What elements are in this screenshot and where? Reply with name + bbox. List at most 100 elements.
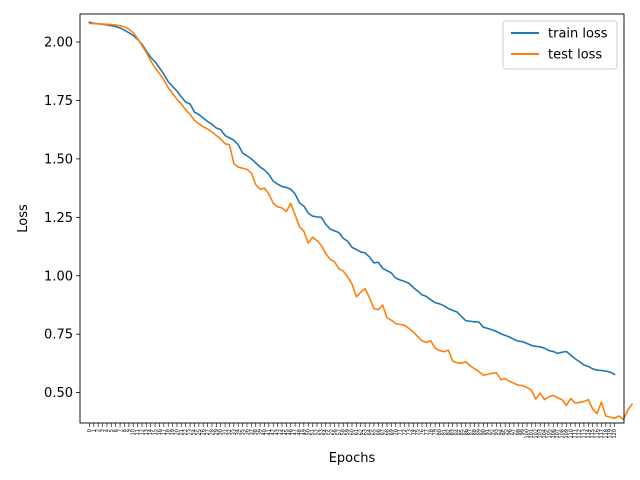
- x-tick-label: 114: [586, 429, 592, 439]
- x-tick-label: 29: [214, 429, 220, 435]
- x-tick-label: 5: [109, 429, 115, 432]
- x-tick-label: 49: [301, 429, 307, 435]
- legend-label: train loss: [548, 27, 608, 42]
- x-tick-label: 35: [240, 429, 246, 435]
- x-tick-label: 83: [450, 429, 456, 435]
- x-tick-label: 95: [503, 429, 509, 435]
- x-axis-ticks: 0123456789101112131415161718192021222324…: [87, 423, 618, 439]
- x-tick-label: 66: [376, 429, 382, 435]
- series-line-train-loss: [88, 21, 616, 376]
- y-tick-label: 1.25: [44, 211, 73, 226]
- x-tick-label: 50: [306, 429, 312, 435]
- x-tick-label: 0: [87, 429, 93, 432]
- x-tick-label: 103: [538, 429, 544, 439]
- y-tick-label: 2.00: [44, 36, 73, 51]
- x-tick-label: 111: [573, 429, 579, 439]
- x-tick-label: 59: [345, 429, 351, 435]
- x-tick-label: 117: [599, 429, 605, 439]
- x-tick-label: 63: [363, 429, 369, 435]
- x-tick-label: 57: [336, 429, 342, 435]
- x-tick-label: 72: [402, 429, 408, 435]
- x-tick-label: 80: [437, 429, 443, 435]
- y-tick-label: 0.50: [44, 386, 73, 401]
- x-tick-label: 89: [476, 429, 482, 435]
- x-tick-label: 26: [201, 429, 207, 435]
- x-tick-label: 47: [293, 429, 299, 435]
- x-tick-label: 7: [118, 429, 124, 432]
- x-tick-label: 94: [498, 429, 504, 435]
- x-tick-label: 67: [380, 429, 386, 435]
- x-tick-label: 87: [468, 429, 474, 435]
- x-tick-label: 82: [446, 429, 452, 435]
- x-tick-label: 58: [341, 429, 347, 435]
- x-tick-label: 98: [516, 429, 522, 435]
- x-tick-label: 71: [398, 429, 404, 435]
- x-tick-label: 113: [581, 429, 587, 439]
- x-tick-label: 112: [577, 429, 583, 439]
- x-tick-label: 34: [236, 429, 242, 435]
- x-tick-label: 1: [91, 429, 97, 432]
- x-tick-label: 36: [244, 429, 250, 435]
- y-tick-label: 1.75: [44, 94, 73, 109]
- x-tick-label: 60: [350, 429, 356, 435]
- series-layer: [88, 21, 634, 421]
- x-tick-label: 75: [415, 429, 421, 435]
- x-tick-label: 85: [459, 429, 465, 435]
- x-tick-label: 53: [319, 429, 325, 435]
- x-tick-label: 19: [170, 429, 176, 435]
- x-tick-label: 20: [174, 429, 180, 435]
- x-tick-label: 99: [520, 429, 526, 435]
- x-tick-label: 17: [161, 429, 167, 435]
- y-tick-label: 1.50: [44, 152, 73, 167]
- x-tick-label: 91: [485, 429, 491, 435]
- x-tick-label: 31: [223, 429, 229, 435]
- x-tick-label: 101: [529, 429, 535, 439]
- x-tick-label: 4: [104, 429, 110, 432]
- legend-label: test loss: [548, 48, 602, 63]
- x-tick-label: 16: [157, 429, 163, 435]
- x-tick-label: 38: [253, 429, 259, 435]
- x-tick-label: 56: [332, 429, 338, 435]
- x-tick-label: 76: [420, 429, 426, 435]
- x-tick-label: 13: [144, 429, 150, 435]
- x-tick-label: 15: [153, 429, 159, 435]
- x-tick-label: 42: [271, 429, 277, 435]
- x-tick-label: 74: [411, 429, 417, 435]
- x-tick-label: 115: [590, 429, 596, 439]
- x-tick-label: 104: [542, 429, 548, 439]
- x-tick-label: 69: [389, 429, 395, 435]
- x-tick-label: 97: [511, 429, 517, 435]
- legend: train loss test loss: [502, 20, 618, 70]
- x-tick-label: 62: [358, 429, 364, 435]
- x-tick-label: 2: [96, 429, 102, 432]
- x-tick-label: 88: [472, 429, 478, 435]
- x-tick-label: 119: [608, 429, 614, 439]
- x-tick-label: 30: [218, 429, 224, 435]
- x-tick-label: 11: [135, 429, 141, 435]
- plot-area: [80, 14, 624, 423]
- x-tick-label: 23: [188, 429, 194, 435]
- x-tick-label: 28: [209, 429, 215, 435]
- x-tick-label: 90: [481, 429, 487, 435]
- x-tick-label: 21: [179, 429, 185, 435]
- x-tick-label: 40: [262, 429, 268, 435]
- x-tick-label: 105: [546, 429, 552, 439]
- x-tick-label: 51: [310, 429, 316, 435]
- y-axis-label: Loss: [16, 204, 31, 233]
- x-tick-label: 41: [266, 429, 272, 435]
- x-tick-label: 93: [494, 429, 500, 435]
- x-tick-label: 55: [328, 429, 334, 435]
- x-tick-label: 64: [367, 429, 373, 435]
- x-tick-label: 54: [323, 429, 329, 435]
- x-tick-label: 24: [192, 429, 198, 435]
- x-tick-label: 116: [595, 429, 601, 439]
- x-tick-label: 27: [205, 429, 211, 435]
- x-tick-label: 39: [258, 429, 264, 435]
- x-tick-label: 12: [139, 429, 145, 435]
- x-tick-label: 110: [568, 429, 574, 439]
- x-tick-label: 37: [249, 429, 255, 435]
- x-tick-label: 8: [122, 429, 128, 432]
- x-tick-label: 33: [231, 429, 237, 435]
- x-axis-label: Epochs: [329, 451, 376, 466]
